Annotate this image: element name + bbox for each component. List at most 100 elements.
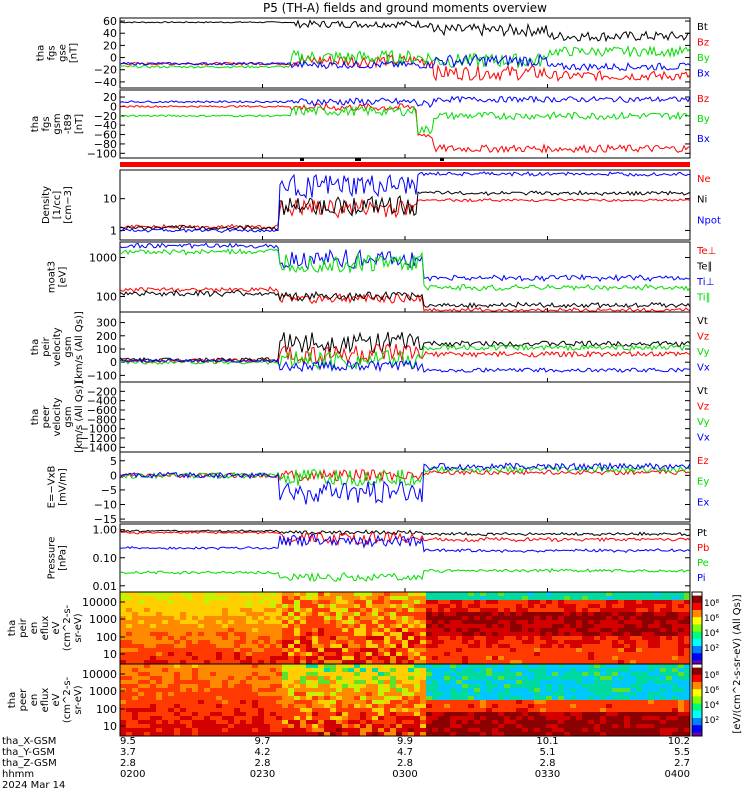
spectrogram-cell <box>192 668 199 673</box>
spectrogram-cell <box>138 624 145 629</box>
spectrogram-cell <box>678 680 685 685</box>
spectrogram-cell <box>306 720 313 725</box>
spectrogram-cell <box>498 592 505 597</box>
spectrogram-cell <box>354 680 361 685</box>
spectrogram-cell <box>606 596 613 601</box>
spectrogram-cell <box>258 660 265 665</box>
spectrogram-cell <box>444 648 451 653</box>
spectrogram-cell <box>360 688 367 693</box>
spectrogram-cell <box>480 652 487 657</box>
spectrogram-cell <box>606 648 613 653</box>
spectrogram-cell <box>444 692 451 697</box>
spectrogram-cell <box>486 640 493 645</box>
spectrogram-cell <box>612 664 619 669</box>
spectrogram-cell <box>246 596 253 601</box>
spectrogram-cell <box>588 716 595 721</box>
spectrogram-cell <box>288 680 295 685</box>
spectrogram-cell <box>474 680 481 685</box>
colorbar-cell <box>692 707 702 710</box>
spectrogram-cell <box>288 656 295 661</box>
spectrogram-cell <box>618 716 625 721</box>
colorbar-cell <box>692 656 702 660</box>
spectrogram-cell <box>174 648 181 653</box>
spectrogram-cell <box>618 692 625 697</box>
spectrogram-cell <box>192 732 199 737</box>
spectrogram-cell <box>474 652 481 657</box>
spectrogram-cell <box>582 608 589 613</box>
spectrogram-cell <box>462 596 469 601</box>
spectrogram-cell <box>606 640 613 645</box>
spectrogram-cell <box>612 648 619 653</box>
spectrogram-cell <box>606 608 613 613</box>
spectrogram-cell <box>522 628 529 633</box>
spectrogram-cell <box>312 644 319 649</box>
spectrogram-cell <box>486 696 493 701</box>
spectrogram-cell <box>450 664 457 669</box>
series-temperature-black <box>119 289 691 309</box>
spectrogram-cell <box>180 616 187 621</box>
spectrogram-cell <box>672 696 679 701</box>
spectrogram-cell <box>498 640 505 645</box>
spectrogram-cell <box>600 724 607 729</box>
spectrogram-cell <box>204 632 211 637</box>
spectrogram-cell <box>636 648 643 653</box>
spectrogram-cell <box>138 600 145 605</box>
spectrogram-cell <box>450 628 457 633</box>
spectrogram-cell <box>324 716 331 721</box>
spectrogram-cell <box>222 720 229 725</box>
spectrogram-cell <box>192 708 199 713</box>
x-tick-label: 5.1 <box>540 747 556 758</box>
spectrogram-cell <box>516 636 523 641</box>
spectrogram-cell <box>558 668 565 673</box>
spectrogram-cell <box>324 652 331 657</box>
spectrogram-cell <box>456 640 463 645</box>
spectrogram-cell <box>510 628 517 633</box>
spectrogram-cell <box>240 692 247 697</box>
spectrogram-cell <box>312 616 319 621</box>
spectrogram-cell <box>516 632 523 637</box>
spectrogram-cell <box>348 668 355 673</box>
spectrogram-cell <box>504 620 511 625</box>
spectrogram-cell <box>126 716 133 721</box>
spectrogram-cell <box>402 628 409 633</box>
spectrogram-cell <box>672 600 679 605</box>
spectrogram-cell <box>552 628 559 633</box>
spectrogram-cell <box>540 680 547 685</box>
spectrogram-cell <box>396 648 403 653</box>
spectrogram-cell <box>198 708 205 713</box>
spectrogram-cell <box>384 712 391 717</box>
spectrogram-cell <box>246 608 253 613</box>
spectrogram-cell <box>618 732 625 737</box>
spectrogram-cell <box>678 620 685 625</box>
spectrogram-cell <box>390 672 397 677</box>
y-tick-label: −1000 <box>80 423 117 436</box>
spectrogram-cell <box>468 716 475 721</box>
spectrogram-cell <box>660 720 667 725</box>
spectrogram-cell <box>354 596 361 601</box>
colorbar-cell <box>692 613 702 616</box>
spectrogram-cell <box>360 656 367 661</box>
spectrogram-cell <box>510 648 517 653</box>
spectrogram-cell <box>288 652 295 657</box>
spectrogram-cell <box>648 676 655 681</box>
spectrogram-cell <box>426 620 433 625</box>
spectrogram-cell <box>276 620 283 625</box>
spectrogram-cell <box>498 712 505 717</box>
spectrogram-cell <box>570 648 577 653</box>
spectrogram-cell <box>510 620 517 625</box>
spectrogram-cell <box>468 652 475 657</box>
spectrogram-cell <box>528 712 535 717</box>
spectrogram-cell <box>168 596 175 601</box>
spectrogram-cell <box>288 724 295 729</box>
spectrogram-cell <box>270 712 277 717</box>
spectrogram-cell <box>666 660 673 665</box>
spectrogram-cell <box>660 668 667 673</box>
x-tick-label: 0230 <box>250 769 275 780</box>
spectrogram-cell <box>516 692 523 697</box>
legend-fgs-gse-1: Bz <box>697 38 709 49</box>
spectrogram-cell <box>318 608 325 613</box>
spectrogram-cell <box>564 628 571 633</box>
spectrogram-cell <box>558 692 565 697</box>
spectrogram-cell <box>588 700 595 705</box>
spectrogram-cell <box>654 616 661 621</box>
